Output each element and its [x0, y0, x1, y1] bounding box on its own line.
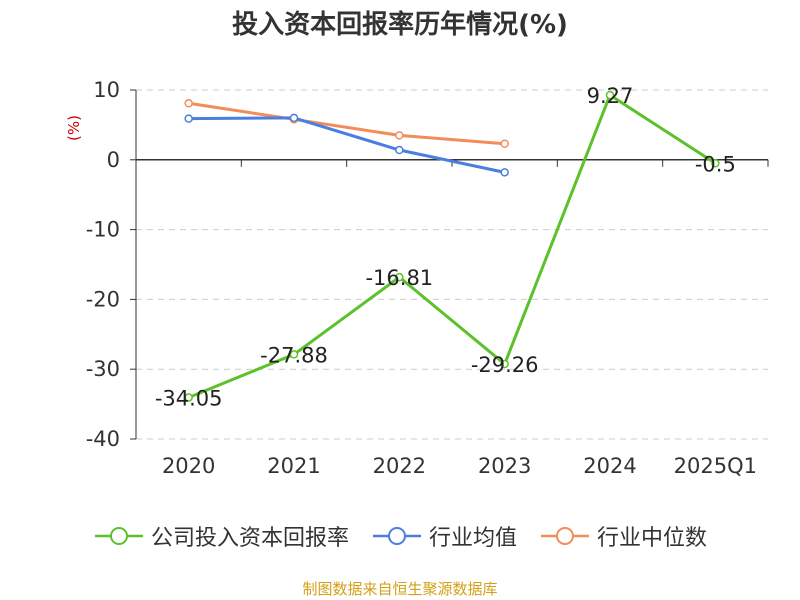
data-point: [184, 393, 193, 402]
series-line: [188, 101, 505, 146]
legend-label: 行业均值: [428, 526, 517, 551]
data-point: [605, 90, 615, 100]
data-label: -0.5: [695, 152, 736, 176]
data-point: [184, 114, 193, 123]
x-tick-label: 2023: [478, 454, 531, 478]
data-point: [500, 168, 509, 177]
y-tick-label: -30: [86, 357, 120, 381]
data-label: 9.27: [587, 84, 634, 108]
x-tick-label: 2021: [267, 454, 320, 478]
data-point: [289, 350, 299, 359]
legend-item[interactable]: 行业中位数: [539, 520, 707, 552]
data-point: [184, 99, 193, 108]
legend-marker-icon: [372, 527, 421, 545]
legend-marker-icon: [541, 527, 589, 545]
series-line: [188, 93, 717, 399]
data-point: [500, 359, 509, 369]
y-tick-label: -20: [86, 287, 120, 311]
data-label: -34.05: [155, 386, 223, 410]
x-tick-label: 2022: [373, 454, 426, 478]
y-axis-label: (%): [65, 115, 83, 141]
legend: 公司投入资本回报率 行业均值 行业中位数: [0, 520, 800, 552]
data-point: [395, 145, 404, 155]
x-tick-label: 2024: [583, 454, 636, 478]
data-point: [289, 113, 299, 123]
x-tick-label: 2020: [162, 454, 215, 478]
legend-label: 公司投入资本回报率: [150, 526, 349, 551]
data-label: -16.81: [365, 266, 433, 290]
data-label: -27.88: [260, 343, 328, 367]
legend-item[interactable]: 行业均值: [371, 520, 517, 552]
series-line: [188, 116, 505, 174]
data-point: [395, 272, 404, 282]
data-label: -29.26: [471, 353, 539, 377]
y-tick-label: -10: [86, 218, 120, 242]
x-tick-label: 2025Q1: [674, 454, 757, 478]
legend-label: 行业中位数: [597, 526, 708, 551]
data-point: [500, 139, 509, 148]
data-point: [711, 159, 720, 168]
legend-marker-icon: [94, 527, 143, 545]
data-point: [395, 131, 404, 140]
chart-title: 投入资本回报率历年情况(%): [232, 10, 568, 40]
source-note: 制图数据来自恒生聚源数据库: [302, 580, 498, 598]
y-tick-label: 0: [107, 148, 120, 172]
y-tick-label: 10: [93, 78, 120, 102]
legend-item[interactable]: 公司投入资本回报率: [93, 520, 349, 552]
y-tick-label: -40: [86, 427, 120, 451]
